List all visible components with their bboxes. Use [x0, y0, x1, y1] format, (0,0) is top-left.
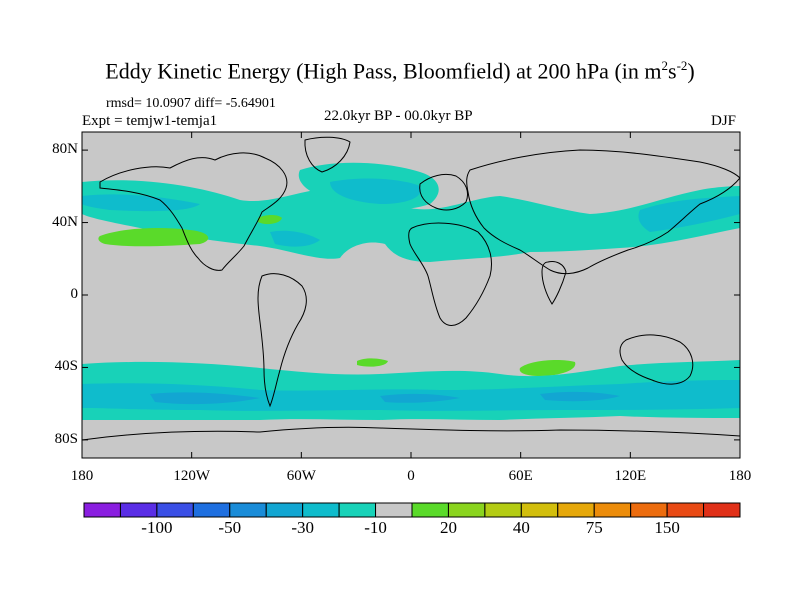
- lat-tick-label: 0: [70, 286, 79, 302]
- contour-positive-south-atlantic: [357, 358, 388, 367]
- lon-tick-label: 180: [70, 468, 94, 484]
- colorbar-swatch: [447, 502, 486, 518]
- colorbar-tick-label: 75: [585, 518, 603, 537]
- colorbar-swatch: [156, 502, 194, 518]
- colorbar-tick-label: -100: [141, 518, 173, 537]
- colorbar-swatch: [411, 502, 449, 518]
- lon-tick-label: 120W: [173, 468, 210, 484]
- contour-north-america-core: [270, 230, 320, 247]
- colorbar: [83, 502, 741, 518]
- lon-tick-label: 60W: [286, 468, 316, 484]
- stats-label: rmsd= 10.0907 diff= -5.64901: [106, 96, 276, 111]
- contour-positive-great-lakes: [258, 215, 282, 225]
- colorbar-swatch: [302, 502, 340, 518]
- lon-tick-label: 0: [407, 468, 415, 484]
- colorbar-tick-label: -30: [291, 518, 314, 537]
- coast-india: [541, 261, 567, 305]
- colorbar-swatch: [192, 502, 231, 518]
- lon-tick-label: 120E: [614, 468, 647, 484]
- colorbar-swatch: [265, 502, 304, 518]
- experiment-label: Expt = temjw1-temja1: [82, 113, 218, 129]
- colorbar-swatch: [83, 502, 121, 518]
- lat-tick-label: 80N: [52, 141, 78, 158]
- colorbar-swatch: [703, 502, 741, 518]
- coast-africa: [408, 222, 492, 326]
- contour-east-asia-core: [638, 196, 740, 232]
- period-label: 22.0kyr BP - 00.0kyr BP: [324, 108, 473, 124]
- coastlines: [82, 136, 740, 441]
- colorbar-tick-label: 150: [654, 518, 680, 537]
- colorbar-swatch: [229, 502, 267, 518]
- colorbar-swatch: [557, 502, 595, 518]
- coast-australia: [619, 334, 694, 385]
- contour-positive-pacific: [98, 228, 209, 247]
- lat-tick-label: 40N: [52, 213, 78, 230]
- coast-greenland: [304, 136, 351, 173]
- coast-asia: [466, 149, 740, 275]
- colorbar-tick-label: 40: [512, 518, 530, 537]
- colorbar-swatch: [375, 502, 413, 518]
- colorbar-tick-label: -10: [364, 518, 387, 537]
- lon-tick-label: 180: [728, 468, 752, 484]
- lon-tick-label: 60E: [508, 468, 533, 484]
- contour-southern-ocean-dark: [150, 391, 620, 405]
- coast-europe: [419, 173, 469, 211]
- contour-north-pacific-core: [82, 194, 200, 212]
- lat-tick-label: 40S: [54, 358, 78, 375]
- colorbar-swatch: [119, 502, 158, 518]
- coast-south-america: [257, 273, 307, 408]
- colorbar-tick-label: 20: [439, 518, 457, 537]
- colorbar-swatch: [338, 502, 377, 518]
- colorbar-swatch: [593, 502, 632, 518]
- colorbar-swatch: [630, 502, 668, 518]
- contour-north-atlantic-core: [330, 178, 421, 204]
- colorbar-swatch: [520, 502, 559, 518]
- contour-positive-indian: [519, 360, 576, 376]
- lat-tick-label: 80S: [54, 430, 78, 447]
- colorbar-tick-label: -50: [218, 518, 242, 537]
- coast-antarctica: [82, 426, 740, 441]
- map-title: Eddy Kinetic Energy (High Pass, Bloomfie…: [105, 58, 695, 84]
- colorbar-swatch: [484, 502, 522, 518]
- colorbar-swatch: [666, 502, 705, 518]
- coast-north-america: [99, 152, 288, 271]
- season-label: DJF: [711, 113, 737, 129]
